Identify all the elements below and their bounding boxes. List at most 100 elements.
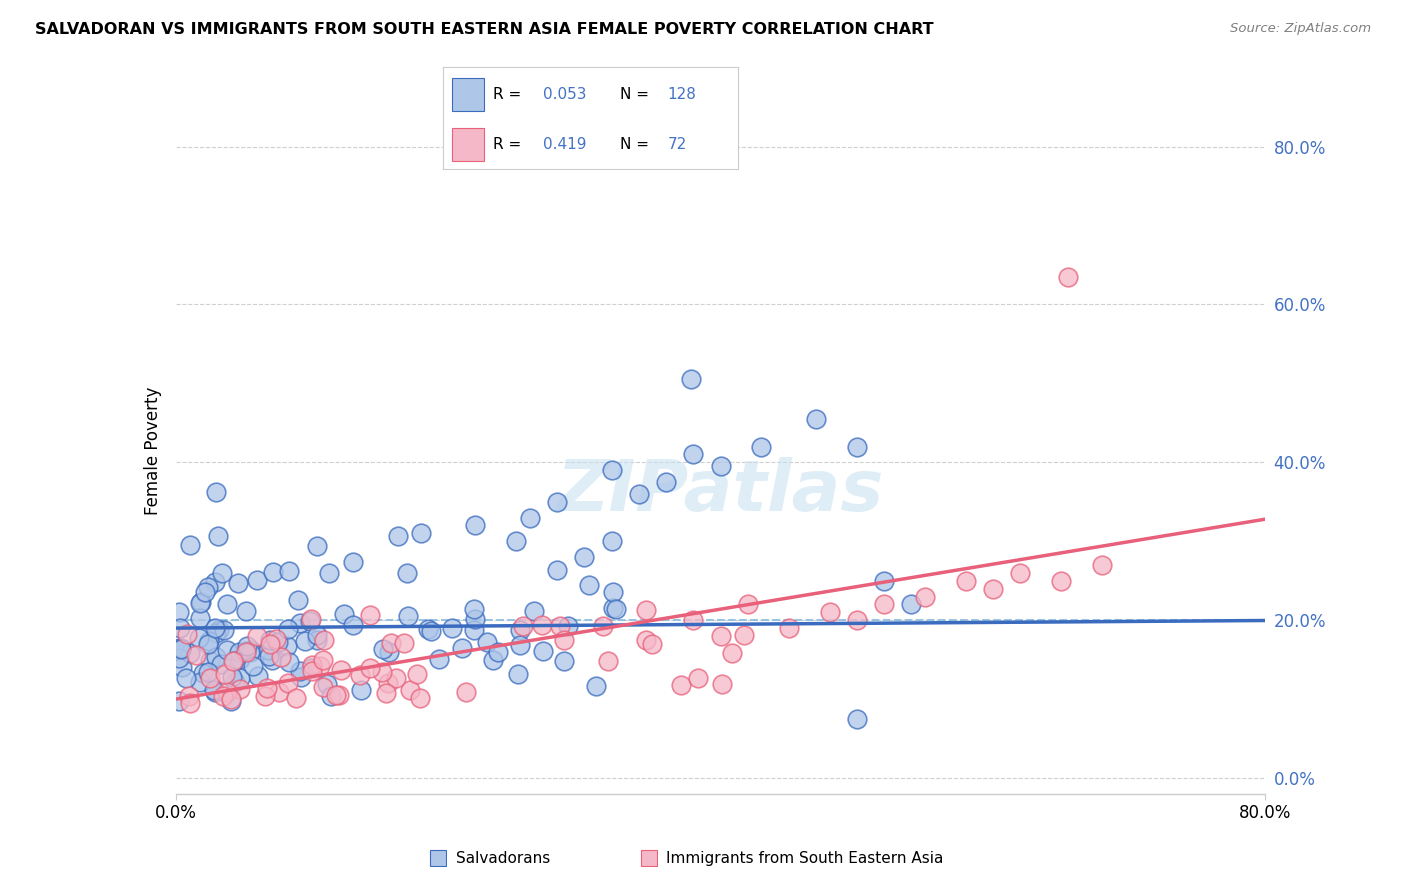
Point	[290, 670, 312, 684]
Point	[247, 669, 270, 683]
Point	[259, 632, 281, 647]
Point	[312, 652, 335, 666]
Point	[330, 663, 353, 677]
Point	[328, 689, 350, 703]
Point	[267, 635, 290, 649]
Point	[682, 447, 704, 461]
Point	[239, 645, 262, 659]
Point	[394, 636, 416, 650]
Point	[229, 651, 252, 665]
Point	[605, 601, 627, 615]
Point	[359, 661, 381, 675]
Point	[212, 623, 235, 637]
Point	[578, 578, 600, 592]
Point	[277, 676, 299, 690]
Point	[399, 683, 422, 698]
Point	[350, 683, 373, 698]
Point	[169, 694, 191, 708]
Point	[405, 666, 427, 681]
Point	[519, 510, 541, 524]
Point	[309, 659, 332, 673]
Point	[482, 653, 505, 667]
Point	[174, 672, 197, 686]
Point	[205, 626, 228, 640]
Point	[845, 712, 868, 726]
Point	[325, 688, 347, 702]
Point	[169, 650, 191, 665]
Text: R =: R =	[494, 137, 526, 153]
Point	[229, 671, 252, 685]
Point	[804, 412, 827, 426]
Point	[396, 566, 419, 580]
Point	[318, 566, 340, 580]
Point	[688, 671, 710, 685]
Point	[312, 632, 335, 647]
Point	[464, 612, 486, 626]
Point	[204, 684, 226, 698]
Point	[202, 682, 225, 697]
Text: 0.053: 0.053	[543, 87, 586, 102]
Point	[208, 624, 231, 638]
Point	[671, 678, 693, 692]
Point	[262, 565, 284, 579]
Point	[845, 613, 868, 627]
Point	[427, 652, 450, 666]
Text: 72: 72	[668, 137, 686, 153]
Point	[191, 666, 214, 681]
Point	[509, 638, 531, 652]
Point	[710, 629, 733, 643]
Point	[1057, 269, 1080, 284]
Point	[416, 622, 439, 636]
Point	[307, 539, 329, 553]
Point	[598, 654, 620, 668]
Point	[190, 595, 212, 609]
Point	[267, 685, 290, 699]
Point	[205, 650, 228, 665]
Point	[1091, 558, 1114, 572]
Point	[574, 549, 596, 564]
Point	[270, 649, 292, 664]
Point	[188, 631, 211, 645]
Point	[257, 648, 280, 663]
Point	[277, 564, 299, 578]
Point	[256, 681, 278, 696]
Point	[710, 459, 733, 474]
Point	[512, 618, 534, 632]
Point	[214, 667, 236, 681]
Point	[710, 676, 733, 690]
Point	[222, 654, 245, 668]
Point	[235, 604, 257, 618]
Point	[636, 603, 658, 617]
Point	[349, 668, 371, 682]
Point	[592, 619, 614, 633]
Point	[246, 573, 269, 587]
Point	[602, 585, 624, 599]
Point	[873, 574, 896, 588]
Point	[277, 655, 299, 669]
Point	[277, 622, 299, 636]
Point	[257, 642, 280, 657]
Point	[204, 621, 226, 635]
Point	[176, 626, 198, 640]
Point	[955, 574, 977, 588]
Point	[301, 658, 323, 673]
Point	[679, 372, 702, 386]
Text: N =: N =	[620, 137, 654, 153]
Point	[627, 487, 650, 501]
Text: ZIPatlas: ZIPatlas	[557, 458, 884, 526]
Point	[440, 621, 463, 635]
Point	[396, 608, 419, 623]
Point	[450, 641, 472, 656]
Point	[194, 584, 217, 599]
Point	[217, 685, 239, 699]
Point	[737, 598, 759, 612]
Point	[682, 613, 704, 627]
Point	[409, 526, 432, 541]
Point	[751, 440, 773, 454]
Y-axis label: Female Poverty: Female Poverty	[143, 386, 162, 515]
Point	[212, 690, 235, 704]
Point	[508, 667, 530, 681]
Point	[370, 665, 392, 679]
Text: 128: 128	[668, 87, 696, 102]
Point	[215, 597, 238, 611]
